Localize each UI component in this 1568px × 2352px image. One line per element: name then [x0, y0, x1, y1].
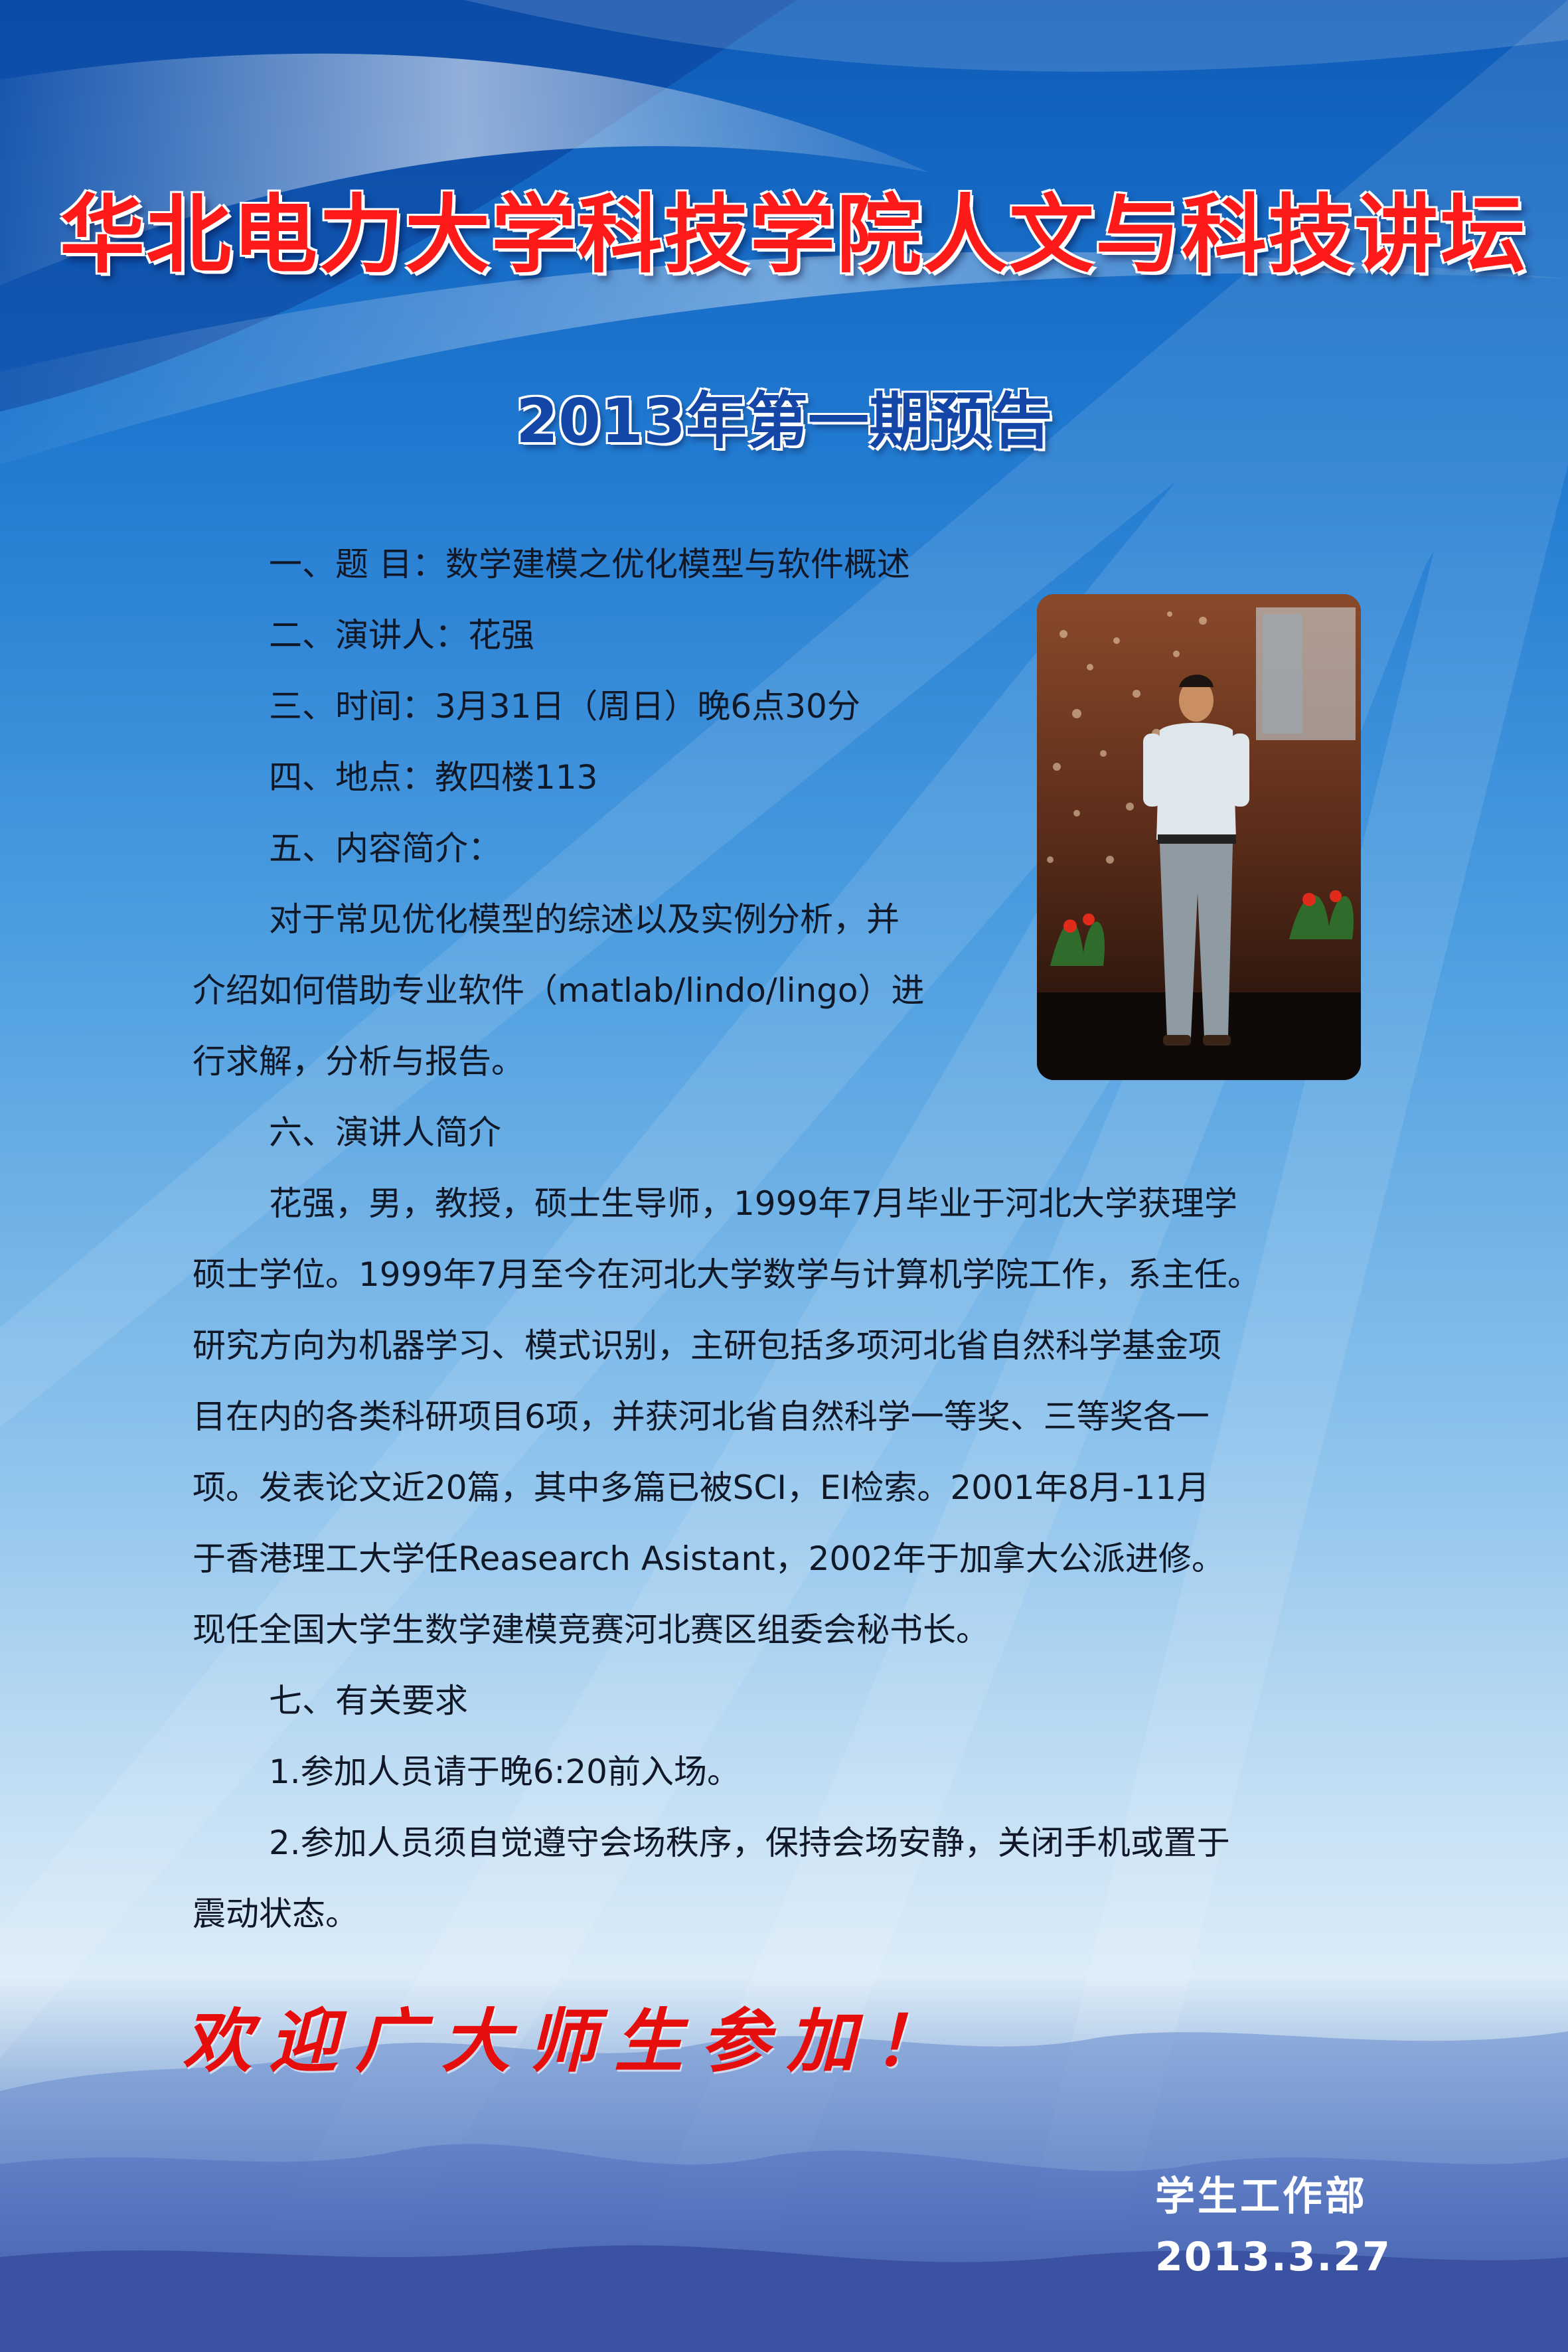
topic-line: 一、题 目：数学建模之优化模型与软件概述 [269, 545, 910, 584]
content-heading: 五、内容简介： [269, 829, 501, 868]
bio-line: 现任全国大学生数学建模竞赛河北赛区组委会秘书长。 [193, 1610, 989, 1649]
issue-date: 2013.3.27 [1155, 2234, 1391, 2280]
bio-line: 目在内的各类科研项目6项，并获河北省自然科学一等奖、三等奖各一 [193, 1397, 1210, 1436]
issue-subtitle: 2013年第一期预告 [515, 386, 1053, 457]
bio-line: 硕士学位。1999年7月至今在河北大学数学与计算机学院工作，系主任。 [193, 1255, 1261, 1294]
department-name: 学生工作部 [1155, 2173, 1368, 2220]
bio-line: 于香港理工大学任Reasearch Asistant，2002年于加拿大公派进修… [193, 1539, 1225, 1578]
content-line: 行求解，分析与报告。 [193, 1042, 524, 1081]
content-line: 对于常见优化模型的综述以及实例分析，并 [269, 900, 900, 939]
speaker-line: 二、演讲人：花强 [269, 616, 534, 655]
bio-heading: 六、演讲人简介 [269, 1113, 501, 1152]
requirement-line: 1.参加人员请于晚6:20前入场。 [269, 1753, 740, 1791]
forum-title: 华北电力大学科技学院人文与科技讲坛 [60, 186, 1528, 285]
bio-line: 研究方向为机器学习、模式识别，主研包括多项河北省自然科学基金项 [193, 1326, 1221, 1365]
requirement-line: 震动状态。 [193, 1895, 358, 1933]
bio-line: 项。发表论文近20篇，其中多篇已被SCI，EI检索。2001年8月-11月 [193, 1468, 1210, 1507]
requirement-line: 2.参加人员须自觉遵守会场秩序，保持会场安静，关闭手机或置于 [269, 1824, 1230, 1862]
content-line: 介绍如何借助专业软件（matlab/lindo/lingo）进 [193, 971, 925, 1010]
speaker-photo [1037, 594, 1361, 1080]
time-line: 三、时间：3月31日（周日）晚6点30分 [269, 687, 860, 726]
place-line: 四、地点：教四楼113 [269, 758, 598, 797]
bio-line: 花强，男，教授，硕士生导师，1999年7月毕业于河北大学获理学 [269, 1184, 1238, 1223]
requirements-heading: 七、有关要求 [269, 1682, 468, 1720]
welcome-slogan: 欢迎广大师生参加！ [183, 2000, 960, 2082]
